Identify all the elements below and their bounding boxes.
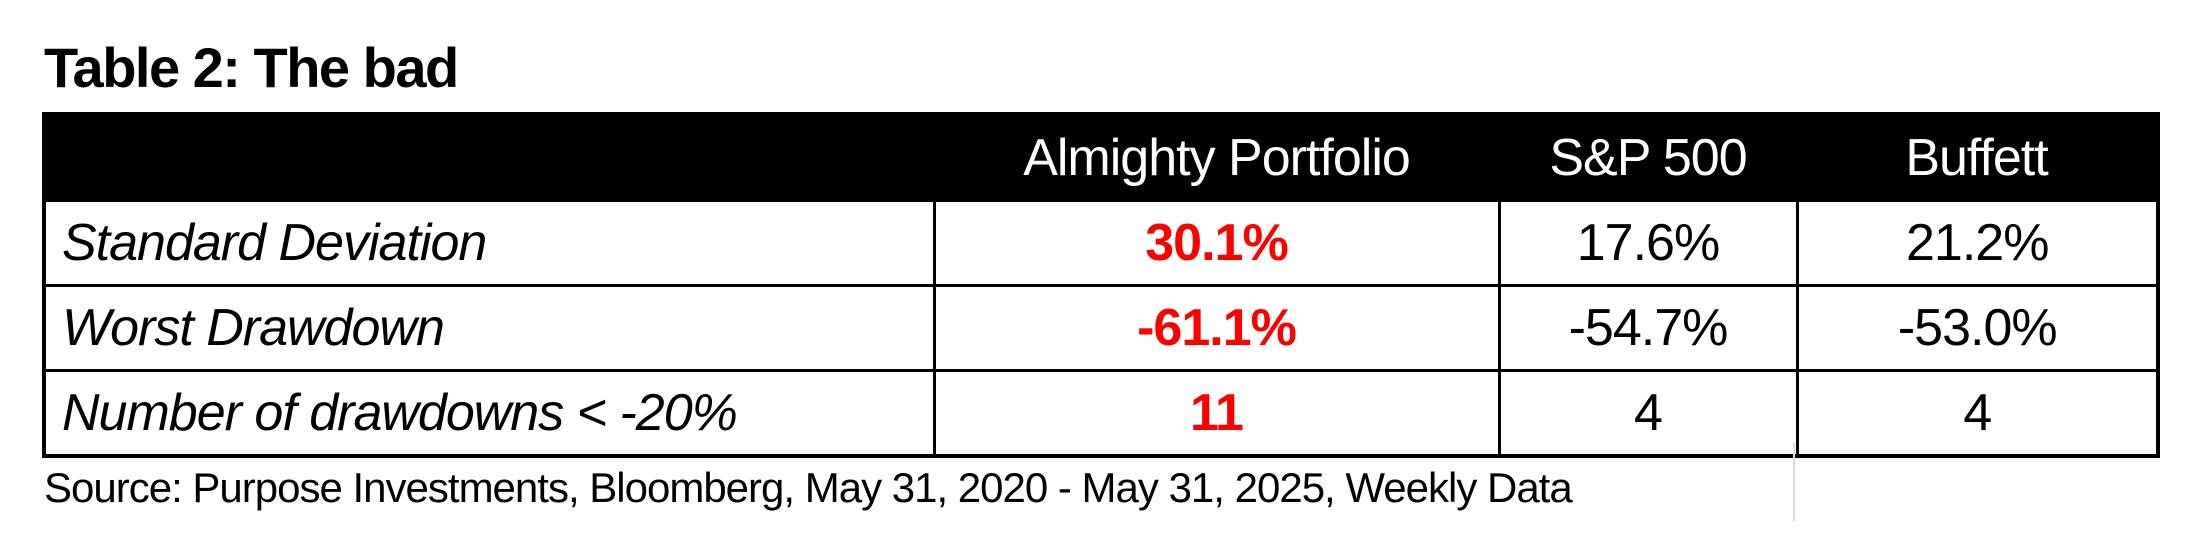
table-cell: 4 (1497, 369, 1799, 458)
table-cell: 21.2% (1795, 199, 2160, 287)
table-header-row: Almighty Portfolio S&P 500 Buffett (44, 114, 2158, 201)
faint-gridline (1793, 443, 1795, 521)
column-header-almighty-portfolio: Almighty Portfolio (934, 114, 1499, 201)
column-header-sp500: S&P 500 (1499, 114, 1797, 201)
table-cell: -53.0% (1795, 284, 2160, 372)
table-cell: 17.6% (1497, 199, 1799, 287)
table-cell: -54.7% (1497, 284, 1799, 372)
table-cell-highlighted: 30.1% (932, 199, 1501, 287)
table-cell-highlighted: -61.1% (932, 284, 1501, 372)
table-row-worst-drawdown: Worst Drawdown -61.1% -54.7% -53.0% (42, 284, 2160, 372)
data-table: Almighty Portfolio S&P 500 Buffett Stand… (42, 112, 2160, 458)
source-note: Source: Purpose Investments, Bloomberg, … (44, 464, 1573, 511)
table-cell: 4 (1795, 369, 2160, 458)
row-label: Number of drawdowns < -20% (42, 369, 936, 458)
table-title: Table 2: The bad (44, 36, 459, 99)
row-label: Standard Deviation (42, 199, 936, 287)
table-row-standard-deviation: Standard Deviation 30.1% 17.6% 21.2% (42, 199, 2160, 287)
column-header-buffett: Buffett (1797, 114, 2158, 201)
column-header-blank (44, 114, 934, 201)
table-cell-highlighted: 11 (932, 369, 1501, 458)
row-label: Worst Drawdown (42, 284, 936, 372)
table-row-number-of-drawdowns: Number of drawdowns < -20% 11 4 4 (42, 369, 2160, 458)
